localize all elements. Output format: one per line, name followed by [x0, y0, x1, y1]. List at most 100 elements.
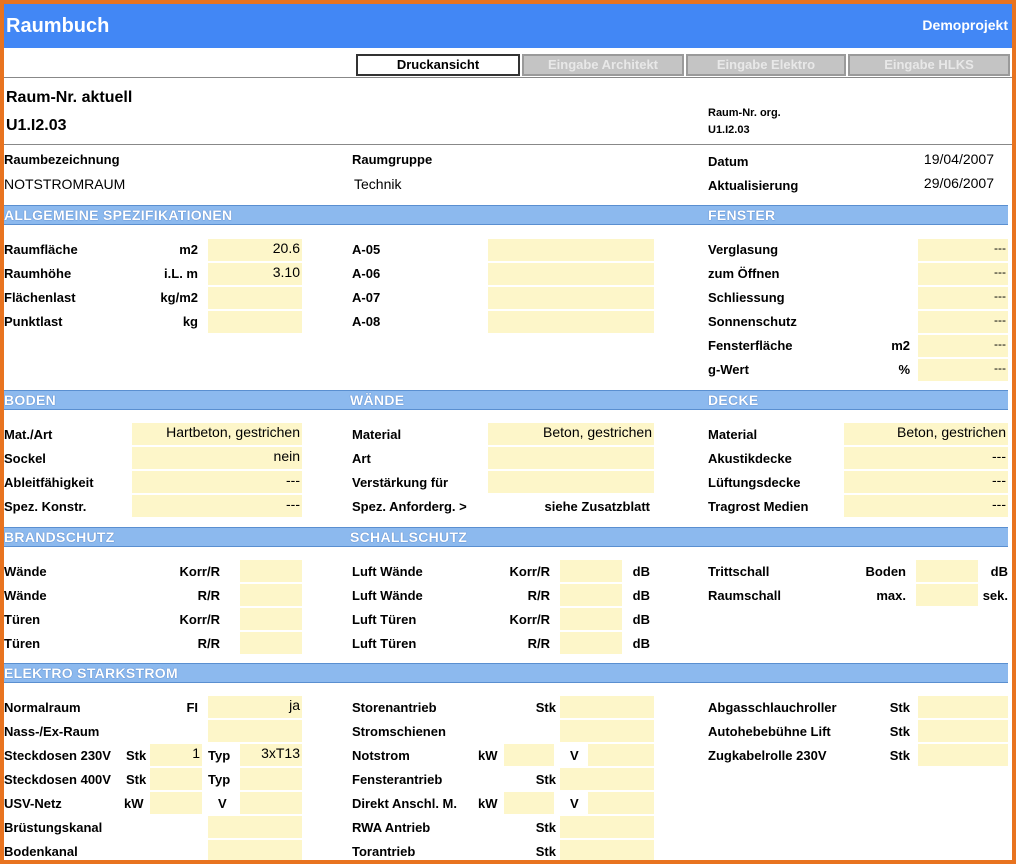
schall-input[interactable] — [560, 584, 622, 606]
tab-eingabe-elektro[interactable]: Eingabe Elektro — [686, 54, 846, 76]
fenster-input[interactable]: --- — [918, 335, 1008, 357]
boden-input-value: nein — [273, 448, 300, 464]
elektro-mid-input-kw[interactable] — [504, 744, 554, 766]
a-code-input[interactable] — [488, 287, 654, 309]
datum-label: Datum — [708, 154, 749, 169]
decke-input[interactable]: --- — [844, 447, 1008, 469]
elektro-right-label: Zugkabelrolle 230V — [708, 748, 827, 763]
decke-input[interactable]: Beton, gestrichen — [844, 423, 1008, 445]
decke-label: Akustikdecke — [708, 451, 792, 466]
waende-input[interactable]: Beton, gestrichen — [488, 423, 654, 445]
boden-label: Spez. Konstr. — [4, 499, 87, 514]
allg-input[interactable] — [208, 287, 302, 309]
elektro-mid-input[interactable] — [560, 840, 654, 860]
elektro-input-v[interactable] — [240, 792, 302, 814]
elektro-mid-label: RWA Antrieb — [352, 820, 431, 835]
raumbezeichnung-value: NOTSTROMRAUM — [4, 176, 126, 192]
allg-input[interactable]: 20.6 — [208, 239, 302, 261]
elektro-right-input[interactable] — [918, 744, 1008, 766]
elektro-mid-input-kw[interactable] — [504, 792, 554, 814]
elektro-right-input[interactable] — [918, 696, 1008, 718]
a-code-input[interactable] — [488, 239, 654, 261]
boden-input[interactable]: --- — [132, 471, 302, 493]
tab-druckansicht[interactable]: Druckansicht — [356, 54, 520, 76]
schall-label: Luft Wände — [352, 564, 423, 579]
decke-input[interactable]: --- — [844, 495, 1008, 517]
elektro-input-stk[interactable]: 1 — [150, 744, 202, 766]
fenster-label: zum Öffnen — [708, 266, 780, 281]
elektro-input-value: ja — [289, 697, 300, 713]
boden-input[interactable]: Hartbeton, gestrichen — [132, 423, 302, 445]
allg-input-value: 3.10 — [272, 264, 300, 280]
allg-label: Raumhöhe — [4, 266, 72, 281]
decke-label: Material — [708, 427, 758, 442]
waende-input[interactable] — [488, 471, 654, 493]
elektro-right-input[interactable] — [918, 720, 1008, 742]
elektro-input[interactable] — [208, 816, 302, 838]
schall-db: dB — [632, 588, 650, 603]
elektro-mid-input[interactable] — [560, 696, 654, 718]
elektro-input-typ[interactable] — [240, 768, 302, 790]
schall-right-input[interactable] — [916, 584, 978, 606]
fenster-input[interactable]: --- — [918, 311, 1008, 333]
fenster-input[interactable]: --- — [918, 359, 1008, 381]
elektro-input[interactable] — [208, 840, 302, 860]
brand-input[interactable] — [240, 584, 302, 606]
a-code-input[interactable] — [488, 311, 654, 333]
project-name: Demoprojekt — [922, 17, 1008, 33]
boden-input[interactable]: --- — [132, 495, 302, 517]
brand-input[interactable] — [240, 560, 302, 582]
tab-eingabe-hlks[interactable]: Eingabe HLKS — [848, 54, 1010, 76]
elektro-mid-input-v[interactable] — [588, 792, 654, 814]
schall-db: dB — [632, 636, 650, 651]
elektro-unit: Typ — [208, 772, 231, 787]
waende-input[interactable] — [488, 447, 654, 469]
allg-input[interactable] — [208, 311, 302, 333]
elektro-mid-label: Fensterantrieb — [352, 772, 443, 787]
allg-input[interactable]: 3.10 — [208, 263, 302, 285]
boden-input[interactable]: nein — [132, 447, 302, 469]
decke-input[interactable]: --- — [844, 471, 1008, 493]
elektro-input-stk-value: 1 — [192, 745, 200, 761]
schall-input[interactable] — [560, 632, 622, 654]
fenster-input[interactable]: --- — [918, 239, 1008, 261]
allg-unit: i.L. m — [164, 266, 198, 281]
tab-eingabe-architekt[interactable]: Eingabe Architekt — [522, 54, 684, 76]
section-waende-title: WÄNDE — [350, 392, 405, 408]
a-code-label: A-08 — [352, 314, 381, 329]
elektro-input-typ[interactable]: 3xT13 — [240, 744, 302, 766]
schall-right-sub: Boden — [865, 564, 906, 579]
schall-label: Luft Türen — [352, 612, 417, 627]
brand-unit: Korr/R — [179, 612, 220, 627]
raumgruppe-value: Technik — [354, 176, 402, 192]
schall-input[interactable] — [560, 608, 622, 630]
schall-unit: Korr/R — [509, 564, 550, 579]
room-number: U1.I2.03 — [6, 117, 67, 134]
brand-input[interactable] — [240, 608, 302, 630]
elektro-unit: Stk — [126, 748, 147, 763]
elektro-label: Nass-/Ex-Raum — [4, 724, 100, 739]
fenster-input[interactable]: --- — [918, 263, 1008, 285]
waende-note: siehe Zusatzblatt — [544, 499, 650, 514]
elektro-unit: V — [218, 796, 227, 811]
elektro-mid-input[interactable] — [560, 768, 654, 790]
elektro-input-stk[interactable] — [150, 768, 202, 790]
elektro-mid-input-v[interactable] — [588, 744, 654, 766]
page-frame: { "header":{"title":"Raumbuch","project"… — [4, 4, 1012, 860]
elektro-mid-input[interactable] — [560, 816, 654, 838]
fenster-input-value: --- — [994, 241, 1006, 255]
a-code-input[interactable] — [488, 263, 654, 285]
elektro-input[interactable]: ja — [208, 696, 302, 718]
elektro-mid-input[interactable] — [560, 720, 654, 742]
schall-input[interactable] — [560, 560, 622, 582]
section-elektro: ELEKTRO STARKSTROM — [4, 663, 1008, 683]
fenster-input[interactable]: --- — [918, 287, 1008, 309]
decke-label: Tragrost Medien — [708, 499, 809, 514]
elektro-input-kw[interactable] — [150, 792, 202, 814]
fenster-input-value: --- — [994, 313, 1006, 327]
elektro-input[interactable] — [208, 720, 302, 742]
schall-right-sub: max. — [876, 588, 906, 603]
brand-input[interactable] — [240, 632, 302, 654]
schall-right-input[interactable] — [916, 560, 978, 582]
section-brandschutz: BRANDSCHUTZ SCHALLSCHUTZ — [4, 527, 1008, 547]
